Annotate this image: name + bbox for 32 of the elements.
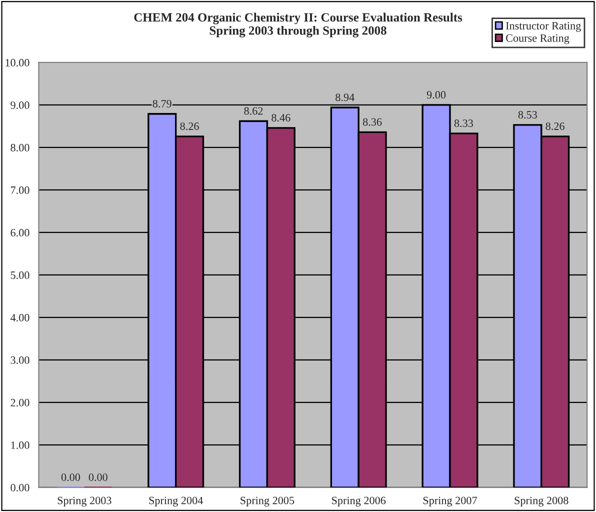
data-label: 8.94: [336, 94, 354, 102]
data-label: 0.00: [61, 474, 80, 482]
x-tick-label: Spring 2005: [240, 496, 294, 507]
x-tick-label: Spring 2003: [58, 496, 112, 507]
legend-label: Instructor Rating: [506, 22, 581, 32]
x-tick-label: Spring 2007: [423, 496, 477, 507]
data-label: 8.46: [272, 114, 290, 122]
y-tick-label: 1.00: [11, 441, 30, 449]
data-label: 8.26: [546, 122, 564, 130]
y-tick-label: 6.00: [10, 228, 30, 236]
y-tick-label: 7.00: [11, 186, 30, 194]
data-label: 9.00: [426, 91, 446, 99]
data-label: 8.26: [180, 122, 199, 130]
data-label: 8.33: [454, 120, 473, 128]
data-label: 8.79: [152, 100, 172, 108]
data-label: 8.62: [244, 107, 263, 115]
legend-label: Course Rating: [506, 34, 570, 44]
y-tick-label: 4.00: [10, 314, 30, 322]
data-label: 8.36: [363, 118, 382, 126]
data-label: 0.00: [88, 474, 108, 482]
y-tick-label: 8.00: [10, 144, 30, 152]
y-tick-label: 10.00: [6, 58, 30, 66]
y-tick-label: 3.00: [10, 356, 30, 364]
y-tick-label: 0.00: [10, 484, 30, 492]
y-tick-label: 5.00: [10, 271, 30, 279]
y-tick-label: 2.00: [10, 398, 30, 406]
y-tick-label: 9.00: [10, 101, 30, 109]
x-tick-label: Spring 2008: [514, 496, 568, 507]
x-tick-label: Spring 2004: [149, 496, 203, 507]
x-tick-label: Spring 2006: [332, 496, 386, 507]
chart-title: CHEM 204 Organic Chemistry II: Course Evaluation Results Spring 2003 through Spring 2008: [134, 12, 462, 38]
data-label: 8.53: [518, 111, 537, 119]
